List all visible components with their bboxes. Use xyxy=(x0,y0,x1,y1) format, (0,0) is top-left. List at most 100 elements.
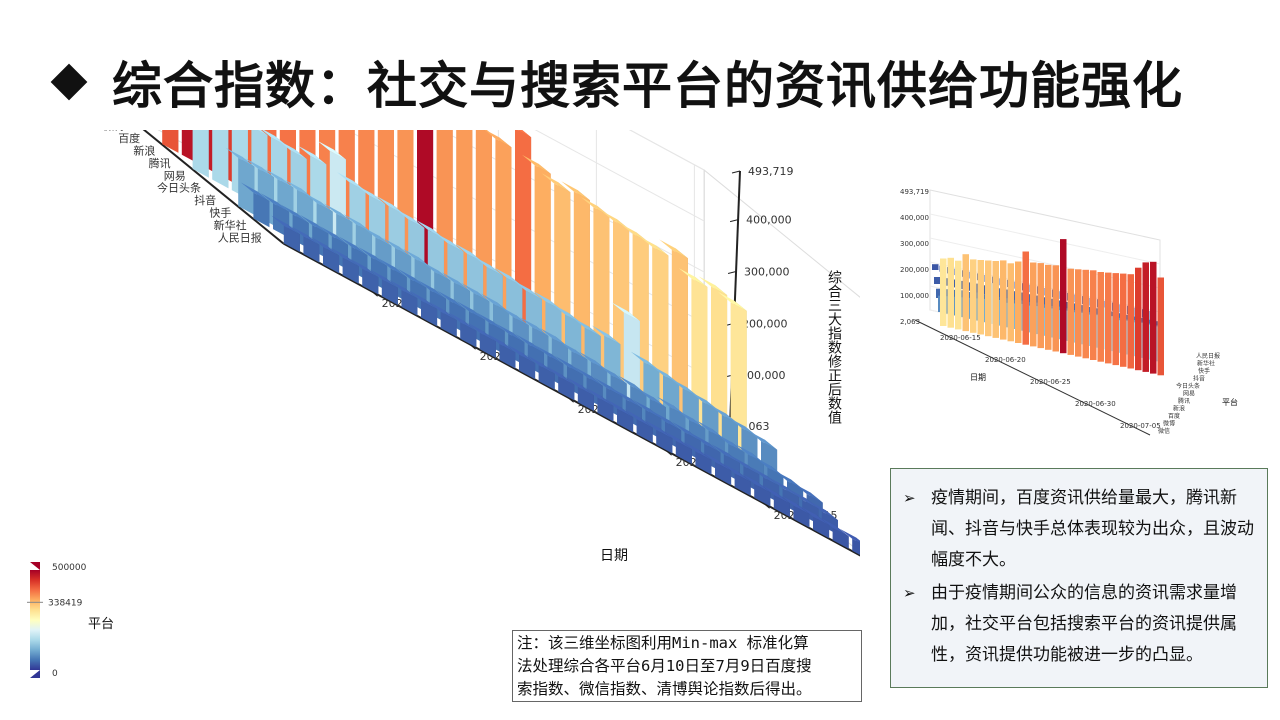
bar-top xyxy=(456,301,486,320)
bar-top xyxy=(280,204,309,223)
bar-top xyxy=(741,473,771,493)
bar xyxy=(467,322,496,358)
bar xyxy=(741,473,771,507)
bar-top xyxy=(770,478,799,497)
bar xyxy=(310,236,340,274)
visual-map-handle-label: 338419 xyxy=(48,598,83,608)
visual-map-max-label: 500000 xyxy=(52,563,87,573)
mini-x-tick-label: 2020-06-20 xyxy=(985,356,1026,364)
visual-map-bar xyxy=(30,570,40,670)
bar xyxy=(702,451,732,486)
bar-front xyxy=(695,451,712,475)
mini-y-tick-label: 快手 xyxy=(1198,367,1210,375)
bar-top xyxy=(513,280,542,300)
bar-top xyxy=(506,344,536,364)
bar-front xyxy=(617,408,634,433)
bar-top xyxy=(245,158,274,178)
mini-bar xyxy=(1127,274,1134,369)
bar-top xyxy=(561,181,590,201)
bar-top xyxy=(495,323,525,343)
mini-bar xyxy=(958,290,965,304)
bar-top xyxy=(696,420,725,440)
bar xyxy=(624,409,653,443)
mini-y-tick-label: 人民日报 xyxy=(1196,352,1220,360)
z-tick xyxy=(731,170,741,174)
bar-front xyxy=(832,527,849,549)
x-tick xyxy=(567,396,574,403)
chart-note: 注：该三维坐标图利用Min-max 标准化算 法处理综合各平台6月10日至7月9… xyxy=(512,630,862,702)
bar-top xyxy=(613,389,642,408)
bar-top xyxy=(264,169,294,188)
mini-bar xyxy=(1037,263,1044,349)
note-line: 注：该三维坐标图利用Min-max 标准化算 xyxy=(517,634,809,652)
y-axis: 微信微博百度新浪腾讯网易今日头条抖音快手新华社人民日报 xyxy=(103,130,285,244)
bar-top xyxy=(572,317,601,337)
bar-top xyxy=(522,154,551,174)
bar-top xyxy=(408,290,438,310)
bar-top xyxy=(526,354,555,374)
bar xyxy=(663,430,692,464)
bar xyxy=(428,301,457,337)
bar-top xyxy=(484,130,512,148)
mini-z-tick-label: 2,063 xyxy=(900,318,920,326)
bar-front xyxy=(460,322,477,348)
bar xyxy=(820,517,849,549)
bar-top xyxy=(632,399,662,419)
bar-top xyxy=(702,451,732,471)
mini-bars xyxy=(932,239,1164,376)
bar-top xyxy=(349,258,379,278)
mini-bar xyxy=(940,258,947,326)
bar-top xyxy=(257,130,268,136)
summary-item: ➢ 由于疫情期间公众的信息的资讯需求量增加，社交平台包括搜索平台的资讯提供属性，… xyxy=(903,578,1255,671)
bar-top xyxy=(323,203,353,223)
bar-top xyxy=(476,312,505,332)
bar-top xyxy=(534,345,564,364)
bar-front xyxy=(362,268,379,295)
bar-top xyxy=(774,470,804,490)
mini-bar xyxy=(934,277,941,284)
mini-bar xyxy=(1067,268,1074,355)
bar-top xyxy=(519,317,549,336)
bar-top xyxy=(447,312,477,331)
bar-top xyxy=(278,140,307,160)
bar-front xyxy=(558,376,575,401)
bar xyxy=(506,344,536,380)
bar-top xyxy=(240,182,270,202)
bar xyxy=(718,292,747,461)
bar xyxy=(722,463,751,496)
bar-top xyxy=(358,247,388,266)
bar-top xyxy=(330,247,359,267)
bar-top xyxy=(539,327,568,347)
bar-front xyxy=(715,462,732,486)
summary-text: 疫情期间，百度资讯供给量最大，腾讯新闻、抖音与快手总体表现较为出众，且波动幅度不… xyxy=(931,488,1254,570)
bar-front xyxy=(636,419,653,443)
mini-bar xyxy=(962,254,969,332)
bar xyxy=(192,130,209,178)
summary-box: ➢ 疫情期间，百度资讯供给量最大，腾讯新闻、抖音与快手总体表现较为出众，且波动幅… xyxy=(890,468,1268,688)
bar xyxy=(545,366,575,401)
bar-top xyxy=(382,237,412,257)
bar-front xyxy=(192,130,209,178)
bar-front xyxy=(381,279,398,305)
bar-front xyxy=(538,365,555,390)
bar-top xyxy=(580,197,610,216)
mini-z-tick-label: 493,719 xyxy=(900,188,929,196)
visual-map-top-handle xyxy=(30,562,40,570)
bar-top xyxy=(336,172,366,191)
z-tick-label: 400,000 xyxy=(746,214,792,227)
x-tick xyxy=(665,449,672,456)
bar-top xyxy=(820,517,849,537)
bar-top xyxy=(541,173,571,193)
bar-top xyxy=(789,489,819,509)
mini-bar xyxy=(1120,273,1127,367)
mini-bar xyxy=(992,261,999,338)
bar-top xyxy=(652,411,682,431)
bar-top xyxy=(670,378,699,397)
mini-bar xyxy=(1082,269,1089,359)
x-tick xyxy=(469,343,476,350)
bar-front xyxy=(253,192,270,228)
bar-top xyxy=(515,334,544,353)
bar-top xyxy=(650,365,680,384)
bar xyxy=(604,398,634,433)
mini-bar xyxy=(1157,277,1164,376)
